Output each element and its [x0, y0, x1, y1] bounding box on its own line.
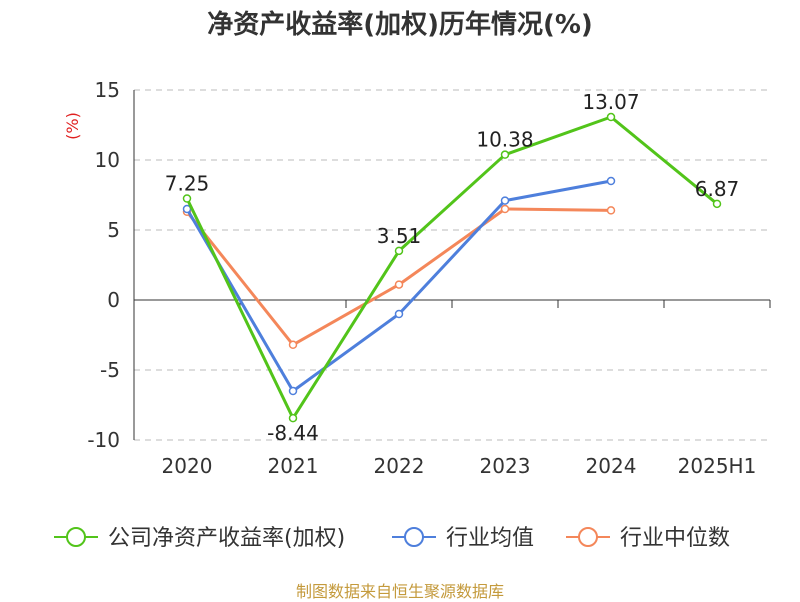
y-axis-label: (%)	[63, 112, 82, 140]
chart-title: 净资产收益率(加权)历年情况(%)	[207, 10, 593, 40]
y-tick-label: 15	[95, 78, 120, 102]
y-tick-label: 0	[107, 288, 120, 312]
data-point	[500, 204, 510, 214]
legend-label: 公司净资产收益率(加权)	[108, 526, 345, 551]
data-point	[606, 112, 616, 122]
y-tick-label: 5	[107, 218, 120, 242]
data-point	[606, 176, 616, 186]
data-label: 13.07	[582, 90, 639, 114]
legend-marker	[66, 527, 86, 547]
x-tick-label: 2024	[586, 454, 637, 478]
data-label: 7.25	[165, 172, 210, 196]
data-point	[288, 386, 298, 396]
data-point	[606, 206, 616, 215]
x-tick-label: 2022	[374, 454, 425, 478]
data-point	[288, 340, 298, 350]
data-point	[394, 246, 404, 256]
y-tick-label: -10	[87, 428, 120, 452]
data-point	[394, 309, 404, 319]
series-line	[185, 115, 718, 420]
data-label: 6.87	[695, 177, 740, 201]
y-tick-label: 10	[95, 148, 120, 172]
series-layer	[182, 112, 722, 423]
data-label-layer: 7.25 -8.44 3.51 10.38 13.07 6.87	[165, 90, 740, 445]
legend: 公司净资产收益率(加权) 行业均值 行业中位数	[54, 526, 730, 551]
data-point	[182, 194, 192, 203]
data-point	[394, 280, 404, 289]
data-label: 3.51	[377, 224, 422, 248]
x-tick-label: 2020	[162, 454, 213, 478]
legend-marker	[578, 527, 598, 547]
legend-label: 行业中位数	[620, 526, 730, 551]
data-point	[500, 196, 510, 205]
data-point	[500, 150, 510, 159]
x-tick-label: 2025H1	[678, 454, 757, 478]
data-label: -8.44	[267, 421, 319, 445]
data-label: 10.38	[476, 128, 533, 152]
axis-layer: -10 -5 0 5 10 15 2020 2021 2022 2023 2024 2025H1	[87, 78, 771, 478]
data-point	[288, 413, 298, 423]
x-tick-label: 2023	[480, 454, 531, 478]
legend-marker	[404, 527, 424, 547]
y-tick-label: -5	[100, 358, 120, 382]
x-tick-label: 2021	[268, 454, 319, 478]
legend-label: 行业均值	[446, 526, 534, 551]
data-point	[712, 199, 722, 209]
source-note: 制图数据来自恒生聚源数据库	[295, 582, 504, 601]
